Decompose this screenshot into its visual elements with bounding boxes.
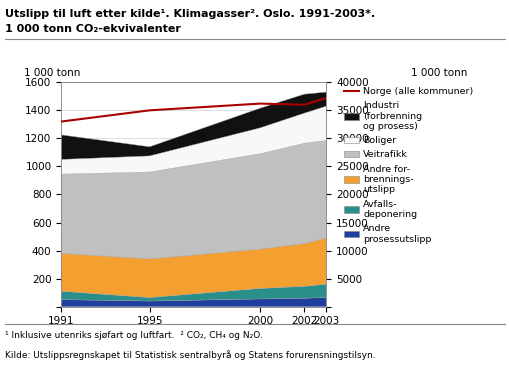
Text: 1 000 tonn: 1 000 tonn: [24, 68, 80, 78]
Text: Utslipp til luft etter kilde¹. Klimagasser². Oslo. 1991-2003*.: Utslipp til luft etter kilde¹. Klimagass…: [5, 9, 375, 19]
Text: 1 000 tonn CO₂-ekvivalenter: 1 000 tonn CO₂-ekvivalenter: [5, 24, 181, 34]
Text: ¹ Inklusive utenriks sjøfart og luftfart.  ² CO₂, CH₄ og N₂O.: ¹ Inklusive utenriks sjøfart og luftfart…: [5, 331, 262, 340]
Text: Kilde: Utslippsregnskapet til Statistisk sentralbyrå og Statens forurensningstil: Kilde: Utslippsregnskapet til Statistisk…: [5, 350, 375, 359]
Legend: Norge (alle kommuner), Industri
(forbrenning
og prosess), Boliger, Veitrafikk, A: Norge (alle kommuner), Industri (forbren…: [344, 87, 472, 243]
Text: 1 000 tonn: 1 000 tonn: [410, 68, 467, 78]
